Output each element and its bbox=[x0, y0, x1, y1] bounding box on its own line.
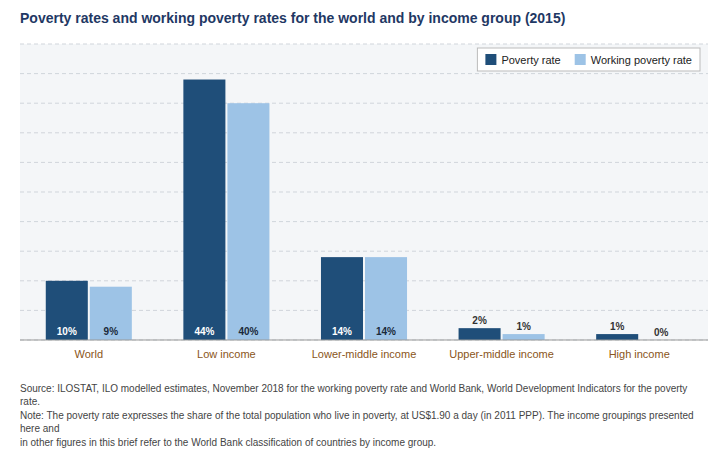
data-label: 1% bbox=[610, 321, 625, 332]
grid-line bbox=[20, 251, 708, 252]
footer-note: in other figures in this brief refer to … bbox=[20, 436, 708, 449]
data-label: 2% bbox=[472, 315, 487, 326]
chart-svg: 10% 44% 14% 2% 1% 9% 40% 14% 1% 0% World Low income… bbox=[0, 34, 728, 380]
data-label: 14% bbox=[376, 326, 396, 337]
data-label: 10% bbox=[57, 326, 77, 337]
grid-line bbox=[20, 73, 708, 74]
x-tick-label: Upper-middle income bbox=[449, 348, 554, 360]
legend-swatch bbox=[575, 54, 586, 65]
legend: Poverty rate Working poverty rate bbox=[477, 48, 700, 71]
bar bbox=[365, 257, 407, 340]
legend-label: Poverty rate bbox=[501, 54, 560, 66]
x-axis-line bbox=[20, 340, 708, 341]
bar bbox=[596, 334, 638, 340]
data-label: 0% bbox=[654, 327, 669, 338]
legend-box bbox=[477, 48, 700, 71]
bar bbox=[321, 257, 363, 340]
bar bbox=[183, 80, 225, 340]
grid bbox=[20, 44, 708, 340]
data-label: 14% bbox=[332, 326, 352, 337]
data-label: 40% bbox=[238, 326, 258, 337]
bar bbox=[503, 334, 545, 340]
footer-note: Note: The poverty rate expresses the sha… bbox=[20, 409, 708, 435]
grid-line bbox=[20, 44, 708, 45]
x-tick-label: World bbox=[75, 348, 104, 360]
grid-line bbox=[20, 132, 708, 133]
legend-label: Working poverty rate bbox=[591, 54, 692, 66]
data-label: 44% bbox=[194, 326, 214, 337]
data-label: 1% bbox=[516, 321, 531, 332]
x-tick-label: High income bbox=[609, 348, 670, 360]
grid-line bbox=[20, 162, 708, 163]
bar bbox=[227, 103, 269, 340]
data-labels: 10% 44% 14% 2% 1% 9% 40% 14% 1% 0% bbox=[57, 315, 669, 338]
data-label: 9% bbox=[104, 326, 119, 337]
grid-line bbox=[20, 340, 708, 341]
footer-note: Source: ILOSTAT, ILO modelled estimates,… bbox=[20, 382, 708, 408]
bar bbox=[46, 281, 88, 340]
x-axis: World Low income Lower-middle income Upper-… bbox=[75, 348, 670, 360]
bar bbox=[459, 328, 501, 340]
grid-line bbox=[20, 103, 708, 104]
grid-line bbox=[20, 280, 708, 281]
legend-swatch bbox=[485, 54, 496, 65]
grid-line bbox=[20, 192, 708, 193]
bar bbox=[90, 287, 132, 340]
plot-background bbox=[20, 44, 708, 340]
x-tick-label: Lower-middle income bbox=[312, 348, 417, 360]
chart-title: Poverty rates and working poverty rates … bbox=[0, 0, 728, 34]
grid-line bbox=[20, 221, 708, 222]
x-tick-label: Low income bbox=[197, 348, 256, 360]
footer: Source: ILOSTAT, ILO modelled estimates,… bbox=[0, 380, 728, 449]
bars bbox=[46, 80, 638, 340]
